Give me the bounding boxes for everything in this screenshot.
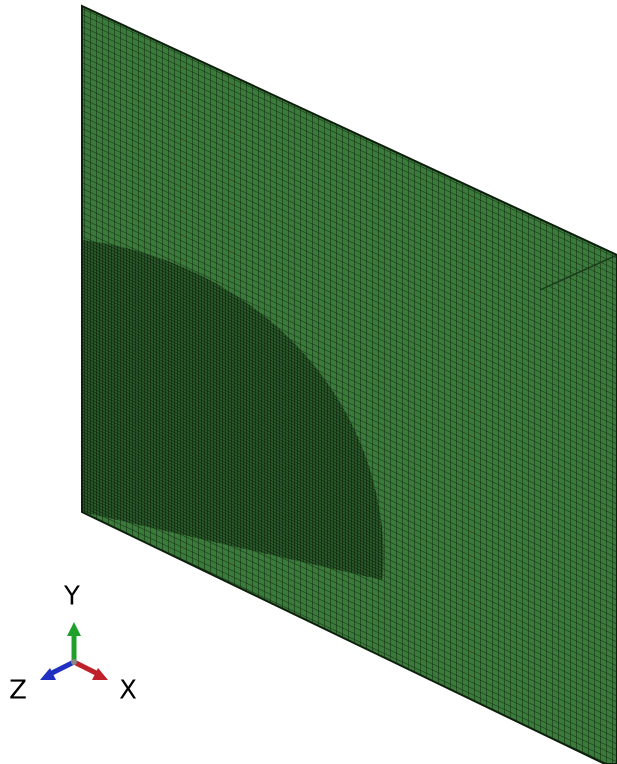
z-arrow bbox=[50, 662, 74, 674]
triad-origin bbox=[71, 659, 77, 665]
y-label: Y bbox=[63, 582, 80, 612]
axis-triad: Y Z X bbox=[9, 582, 137, 706]
mesh-plate bbox=[82, 6, 617, 764]
x-arrow bbox=[74, 662, 98, 674]
x-label: X bbox=[119, 676, 137, 706]
y-arrow-head bbox=[67, 622, 81, 636]
viewport: Y Z X bbox=[0, 0, 617, 764]
page: Y Z X (() => { const data = JSON.parse(d… bbox=[0, 0, 617, 764]
z-label: Z bbox=[9, 676, 27, 706]
